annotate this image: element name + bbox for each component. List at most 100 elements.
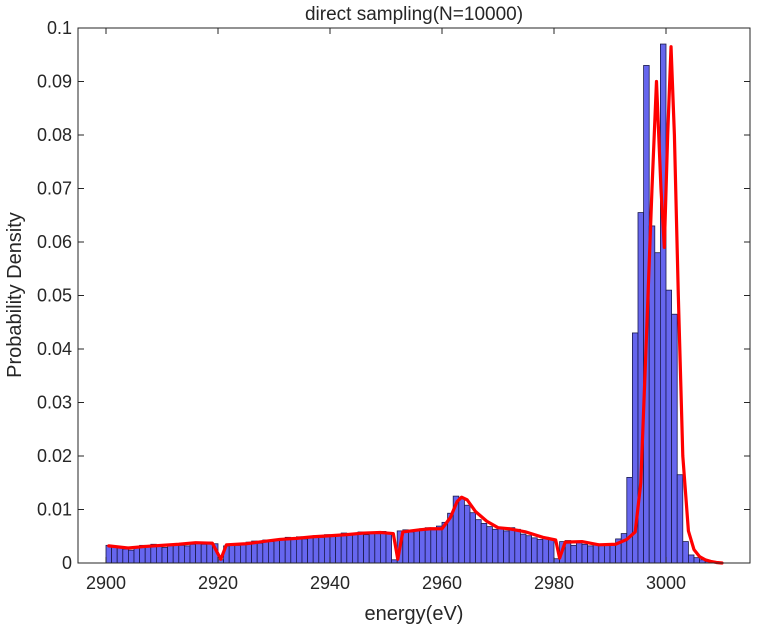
histogram-bar [654, 252, 661, 564]
histogram-bar [329, 535, 336, 564]
histogram-bar [682, 541, 689, 564]
histogram-bar [144, 546, 152, 564]
histogram-bar [161, 547, 168, 564]
histogram-bar [604, 543, 611, 564]
histogram-bar [514, 528, 521, 564]
x-tick-label: 2920 [198, 573, 238, 593]
histogram-bar [379, 531, 387, 564]
histogram-bar [581, 543, 588, 564]
histogram-bar [626, 476, 633, 564]
histogram-bar [351, 533, 359, 564]
histogram-bar [239, 543, 247, 564]
y-tick-label: 0 [62, 553, 72, 573]
axes: 2900 2920 2940 2960 2980 3000 0 0.01 0.02 0.03 0.0… [37, 18, 751, 593]
histogram-bar [665, 289, 672, 564]
histogram-bar [497, 527, 504, 564]
histogram-bar [357, 531, 364, 564]
histogram-bar [295, 536, 303, 564]
histogram-bar [671, 313, 678, 564]
histogram-bar [435, 525, 443, 564]
histogram-bar [318, 536, 325, 564]
histogram-bar [133, 546, 140, 564]
y-tick-label: 0.02 [37, 446, 72, 466]
histogram-bar [105, 544, 112, 564]
histogram-bar [542, 536, 549, 564]
y-tick-label: 0.04 [37, 339, 72, 359]
x-tick-label: 2940 [310, 573, 350, 593]
histogram-bar [374, 533, 381, 564]
histogram-bar [430, 529, 437, 564]
histogram-bar [419, 528, 426, 564]
histogram-bar [307, 537, 314, 564]
x-tick-label: 2900 [86, 573, 126, 593]
histogram-bar [491, 528, 499, 564]
histogram-bar [172, 543, 180, 564]
histogram-bar [256, 542, 264, 564]
histogram-bar [279, 537, 286, 564]
histogram-bar [576, 542, 583, 564]
histogram-bar [609, 543, 616, 564]
histogram-bar [127, 549, 135, 564]
histogram-bar [536, 539, 544, 564]
histogram-bar [206, 541, 213, 564]
histogram-bar [463, 504, 471, 564]
histogram-bar [475, 519, 482, 564]
y-tick-label: 0.01 [37, 500, 72, 520]
histogram-bar [508, 527, 516, 564]
y-tick-label: 0.07 [37, 179, 72, 199]
histogram-bar [301, 538, 308, 564]
y-tick-label: 0.08 [37, 125, 72, 145]
histogram-bar [200, 543, 208, 564]
histogram-bar [548, 537, 555, 564]
histogram-bar [480, 523, 488, 564]
histogram-bar [122, 548, 129, 564]
y-tick-label: 0.05 [37, 286, 72, 306]
x-tick-label: 2980 [534, 573, 574, 593]
histogram-bar [413, 529, 420, 564]
x-tick-label: 3000 [646, 573, 686, 593]
histogram-bar [660, 43, 667, 564]
histogram-bar [368, 532, 376, 564]
y-axis-title: Probability Density [4, 212, 26, 378]
x-tick-label: 2960 [422, 573, 462, 593]
histogram-bar [520, 533, 527, 564]
histogram-bar [688, 554, 695, 564]
histogram-bar [323, 534, 331, 564]
histogram-bar [116, 547, 124, 564]
histogram-bar [234, 544, 241, 564]
histogram-bar [111, 546, 118, 564]
histogram-bar [262, 539, 269, 564]
histogram-bar [469, 512, 476, 564]
histogram-bar [570, 544, 577, 564]
histogram-bar [531, 537, 538, 564]
histogram-bar [273, 540, 280, 564]
histogram-bar [290, 539, 297, 564]
histogram-bar [195, 542, 202, 564]
histogram-bar [284, 536, 292, 564]
histogram-bar [178, 544, 185, 564]
histogram-bar [245, 541, 252, 564]
histogram-bar [363, 534, 370, 564]
histogram-bar [407, 531, 415, 564]
histogram-bar [598, 544, 605, 564]
histogram-bar [335, 534, 342, 564]
histogram-bar [385, 532, 392, 564]
histogram-bar [189, 543, 196, 564]
y-tick-label: 0.03 [37, 393, 72, 413]
histogram-bar [312, 535, 320, 564]
density-curve-line [107, 45, 724, 565]
histogram-bar [592, 543, 600, 564]
histogram-bar [676, 474, 684, 564]
y-tick-label: 0.1 [47, 18, 72, 38]
histogram-bar [458, 497, 465, 564]
chart-title: direct sampling(N=10000) [305, 4, 523, 25]
histogram-bar [155, 546, 163, 564]
y-tick-label: 0.09 [37, 72, 72, 92]
histogram-bar [167, 544, 174, 564]
histogram-bar [587, 545, 594, 564]
histogram-bar [693, 557, 700, 564]
histogram-bar [340, 532, 348, 564]
histogram-bar [620, 533, 628, 564]
